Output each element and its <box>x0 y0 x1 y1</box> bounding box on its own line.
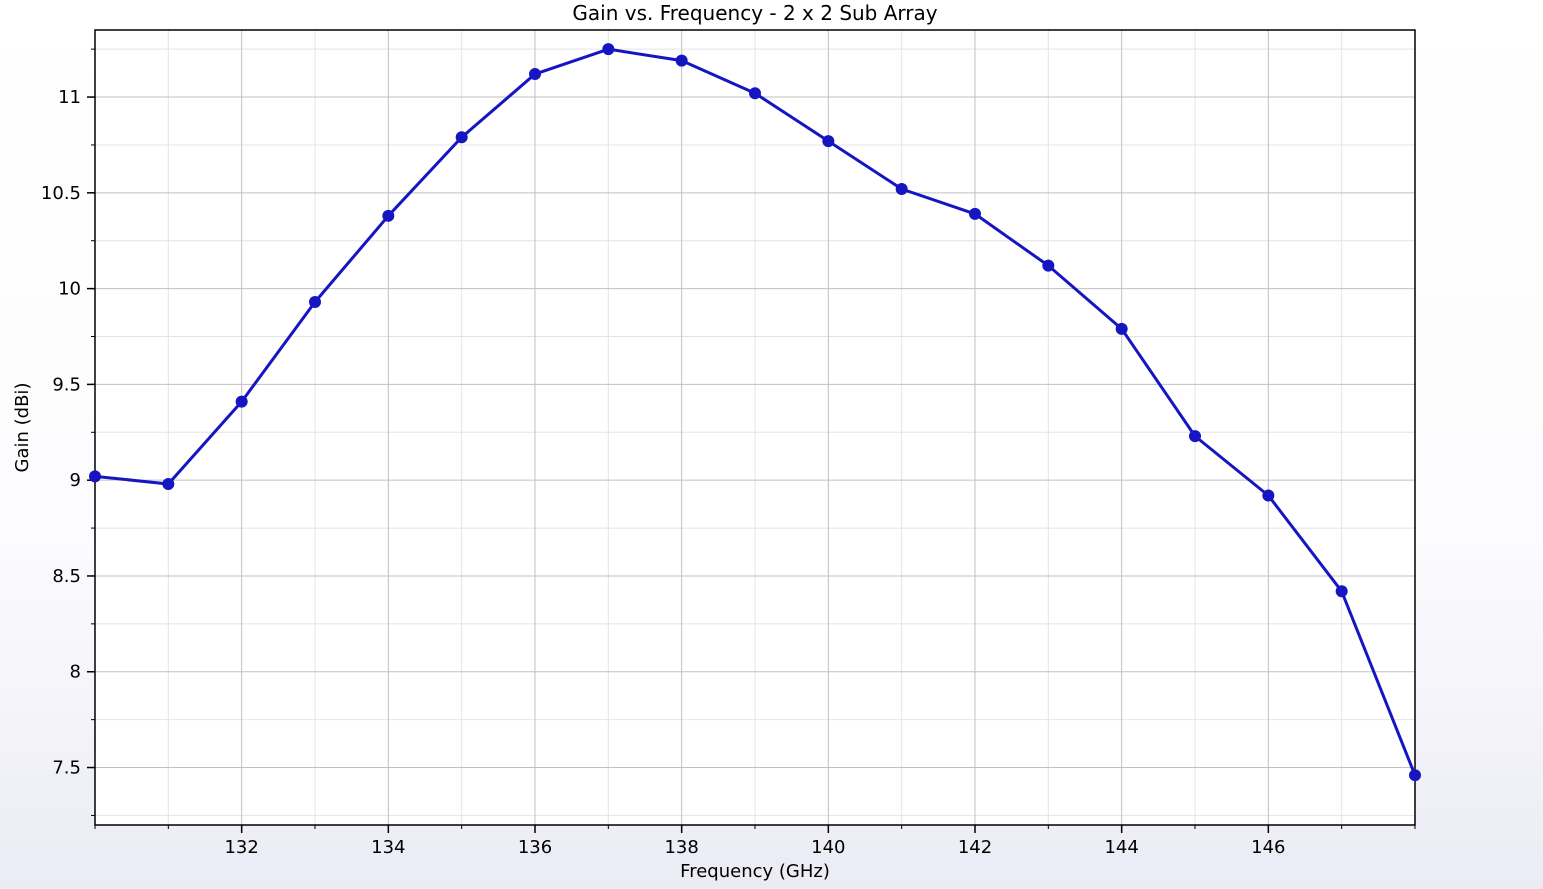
data-marker <box>309 296 321 308</box>
x-tick-label: 142 <box>958 837 992 858</box>
data-marker <box>1042 260 1054 272</box>
x-tick-label: 144 <box>1104 837 1138 858</box>
x-tick-label: 136 <box>518 837 552 858</box>
y-tick-label: 10 <box>58 279 81 300</box>
data-marker <box>1189 430 1201 442</box>
y-tick-label: 11 <box>58 87 81 108</box>
data-marker <box>602 43 614 55</box>
data-marker <box>382 210 394 222</box>
y-tick-label: 7.5 <box>52 758 81 779</box>
y-tick-label: 10.5 <box>41 183 81 204</box>
data-marker <box>456 131 468 143</box>
x-tick-label: 138 <box>664 837 698 858</box>
gain-vs-frequency-chart: 132 134 136 138 140 142 144 146 7.5 8 8.5 9 9.5 10 10.… <box>0 0 1543 889</box>
chart-title: Gain vs. Frequency - 2 x 2 Sub Array <box>572 1 937 25</box>
data-marker <box>896 183 908 195</box>
data-marker <box>162 478 174 490</box>
data-marker <box>822 135 834 147</box>
y-tick-label: 9.5 <box>52 374 81 395</box>
x-tick-label: 134 <box>371 837 405 858</box>
x-tick-label: 146 <box>1251 837 1285 858</box>
data-marker <box>676 55 688 67</box>
data-marker <box>1262 490 1274 502</box>
data-marker <box>236 396 248 408</box>
y-tick-label: 9 <box>70 470 81 491</box>
data-marker <box>1336 585 1348 597</box>
y-axis-label: Gain (dBi) <box>12 383 33 473</box>
data-marker <box>529 68 541 80</box>
data-marker <box>89 470 101 482</box>
data-marker <box>1116 323 1128 335</box>
data-marker <box>749 87 761 99</box>
data-marker <box>969 208 981 220</box>
x-tick-label: 140 <box>811 837 845 858</box>
x-tick-label: 132 <box>224 837 258 858</box>
data-marker <box>1409 769 1421 781</box>
y-tick-label: 8 <box>70 662 81 683</box>
y-tick-label: 8.5 <box>52 566 81 587</box>
x-axis-label: Frequency (GHz) <box>680 861 830 882</box>
